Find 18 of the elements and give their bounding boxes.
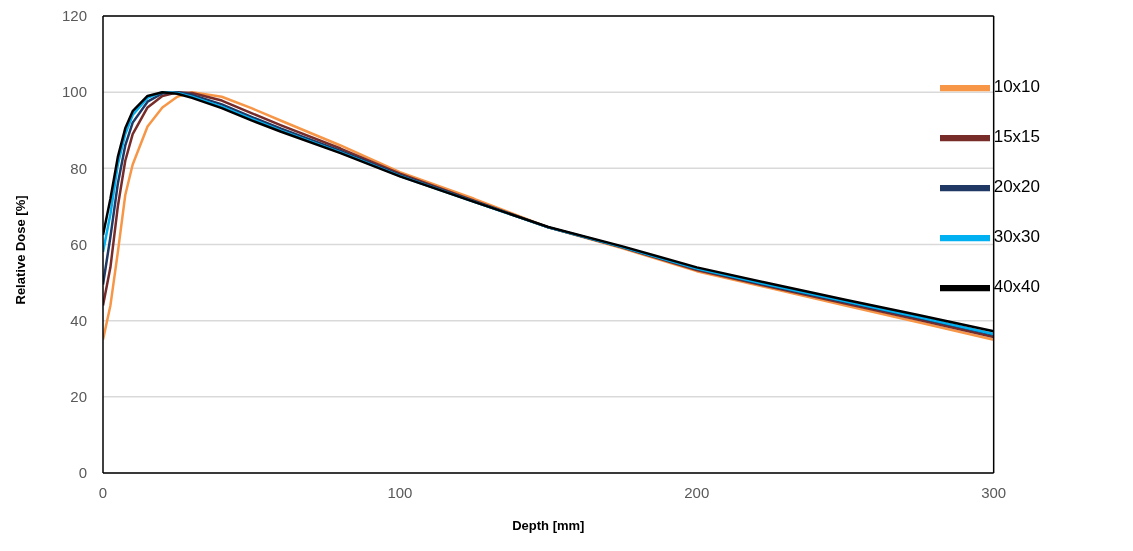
y-tick-label: 20: [70, 388, 87, 406]
x-tick-label: 200: [684, 483, 710, 501]
x-tick-label: 0: [98, 483, 108, 501]
legend-label: 10x10: [993, 77, 1040, 97]
y-tick-label: 40: [70, 311, 87, 329]
y-tick-label: 100: [61, 83, 87, 101]
y-tick-label: 80: [70, 159, 87, 177]
y-tick-label: 0: [78, 464, 87, 482]
legend-label: 15x15: [993, 127, 1040, 147]
y-tick-label: 60: [70, 235, 87, 253]
legend-label: 40x40: [993, 277, 1040, 297]
legend-label: 20x20: [993, 177, 1040, 197]
legend-label: 30x30: [993, 227, 1040, 247]
y-tick-label: 120: [61, 7, 87, 25]
y-axis-title: Relative Dose [%]: [12, 195, 28, 305]
x-tick-label: 300: [981, 483, 1007, 501]
x-axis-title: Depth [mm]: [512, 518, 585, 533]
x-tick-label: 100: [387, 483, 413, 501]
